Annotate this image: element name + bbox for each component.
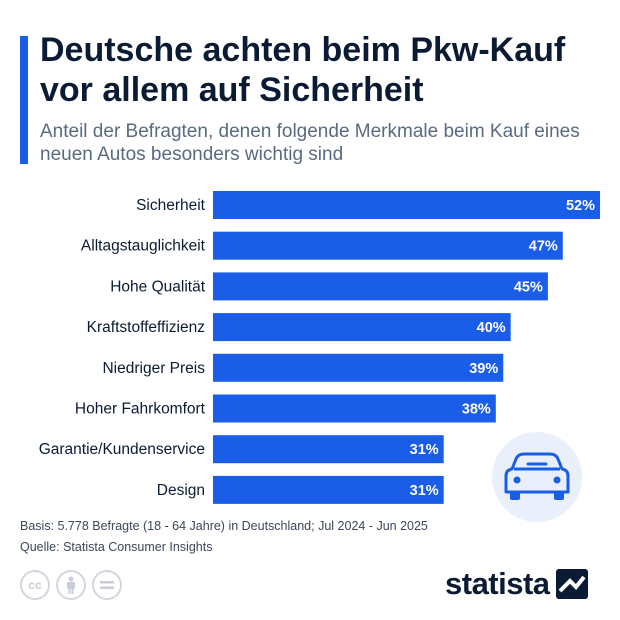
basis-note: Basis: 5.778 Befragte (18 - 64 Jahre) in… — [20, 519, 428, 533]
category-label: Hoher Fahrkomfort — [75, 401, 206, 418]
value-label: 47% — [529, 239, 558, 255]
bar[interactable] — [213, 231, 563, 260]
bar[interactable] — [213, 435, 444, 464]
bar[interactable] — [213, 191, 600, 219]
bar[interactable] — [213, 272, 548, 301]
source-note: Quelle: Statista Consumer Insights — [20, 540, 213, 554]
bar[interactable] — [213, 475, 444, 504]
category-label: Hohe Qualität — [110, 278, 205, 295]
category-label: Alltagstauglichkeit — [81, 238, 206, 255]
category-label: Design — [157, 482, 205, 499]
value-label: 45% — [514, 279, 543, 295]
statista-wordmark: statista — [445, 566, 550, 601]
attribution-icon[interactable] — [56, 570, 86, 600]
category-label: Niedriger Preis — [102, 360, 205, 377]
bar[interactable] — [213, 353, 504, 382]
bar[interactable] — [213, 394, 496, 423]
bar[interactable] — [213, 313, 511, 342]
license-icons: cc — [20, 570, 122, 600]
chart-title: Deutsche achten beim Pkw-Kauf vor allem … — [40, 31, 566, 109]
no-derivatives-icon[interactable] — [92, 570, 122, 600]
category-label: Garantie/Kundenservice — [39, 441, 205, 458]
bar-chart: Sicherheit 52% Alltagstauglichkeit 47% Hohe … — [39, 191, 600, 504]
statista-logo-mark — [555, 569, 588, 599]
value-label: 31% — [410, 483, 439, 499]
value-label: 31% — [410, 442, 439, 458]
title-accent-bar — [20, 36, 28, 164]
creative-commons-icon[interactable]: cc — [20, 570, 50, 600]
value-label: 39% — [469, 361, 498, 377]
value-label: 52% — [566, 198, 595, 214]
car-icon — [492, 432, 582, 522]
category-label: Sicherheit — [136, 197, 206, 214]
statista-logo[interactable]: statista — [445, 566, 588, 602]
value-label: 38% — [462, 402, 491, 418]
category-label: Kraftstoffeffizienz — [87, 319, 205, 336]
value-label: 40% — [477, 320, 506, 336]
chart-subtitle: Anteil der Befragten, denen folgende Mer… — [40, 121, 580, 165]
